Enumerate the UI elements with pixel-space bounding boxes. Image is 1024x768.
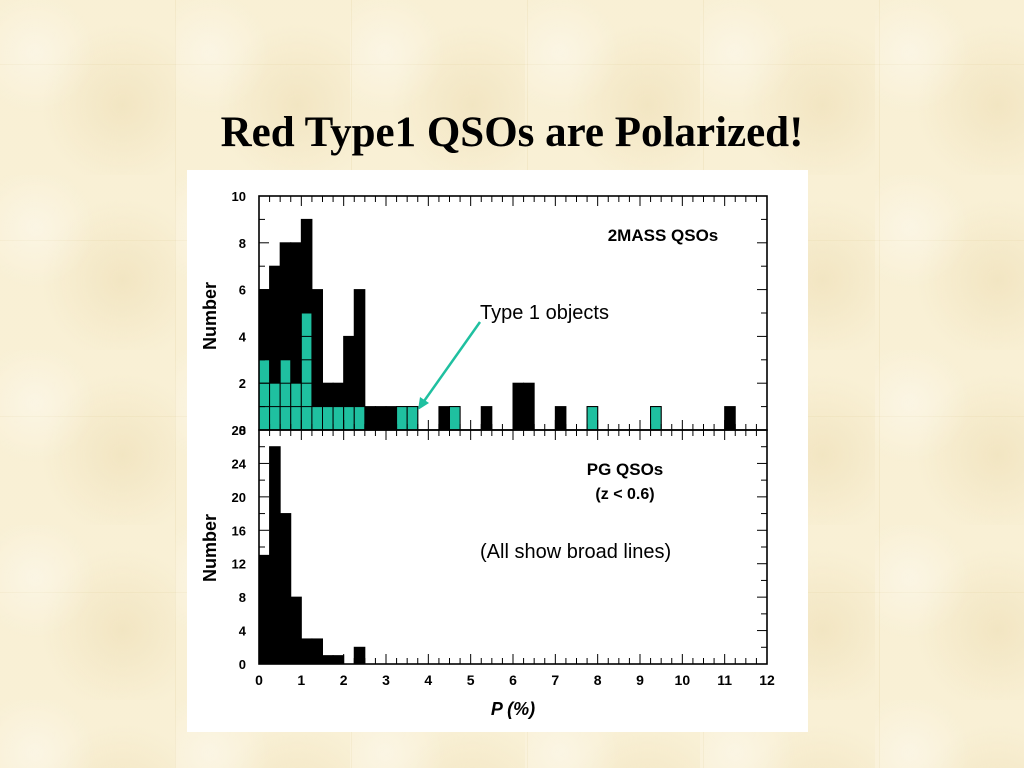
x-tick-label: 10: [675, 672, 691, 688]
histogram-bar-bottom-s0-3: [290, 596, 302, 665]
histogram-bar-bottom-s0-2: [279, 513, 292, 665]
x-tick-label: 11: [717, 672, 732, 688]
histogram-bar-top-s1-0: [258, 359, 271, 431]
x-tick-label: 8: [594, 672, 602, 688]
slide-title: Red Type1 QSOs are Polarized!: [220, 109, 804, 156]
x-tick-label: 12: [759, 672, 775, 688]
annotation-arrow-head: [418, 397, 429, 410]
y-tick-label: 10: [232, 189, 246, 204]
histogram-bar-bottom-s0-7: [332, 655, 345, 665]
x-tick-label: 7: [551, 672, 559, 688]
y-tick-label: 20: [232, 490, 246, 505]
y-tick-label: 0: [239, 657, 246, 672]
y-tick-label: 2: [239, 376, 246, 391]
y-tick-label: 6: [239, 283, 246, 298]
x-tick-label: 9: [636, 672, 644, 688]
histogram-bar-top-s0-10: [364, 406, 376, 431]
histogram-bar-top-s1-9: [353, 406, 366, 431]
histogram-bar-top-s1-11: [406, 406, 419, 431]
histogram-bar-top-s1-6: [322, 406, 334, 431]
histogram-bar-bottom-s0-6: [322, 655, 334, 665]
top-histogram: 0 2 4 6 8 10: [232, 189, 768, 438]
y-tick-label: 28: [232, 423, 246, 438]
bottom-annotation: (All show broad lines): [480, 541, 671, 563]
x-tick-label: 6: [509, 672, 517, 688]
top-chart-title: 2MASS QSOs: [608, 226, 719, 245]
bottom-chart-subtitle: (z < 0.6): [595, 486, 654, 503]
histogram-bar-top-s1-2: [279, 359, 292, 431]
histogram-bar-top-s0-15: [438, 406, 451, 431]
histogram-bar-bottom-s0-9: [353, 646, 366, 665]
histogram-bar-top-s0-23: [724, 406, 736, 431]
bottom-y-axis-label: Number: [200, 514, 220, 582]
histogram-bar-top-s0-11: [374, 406, 387, 431]
histogram-bar-top-s1-8: [343, 406, 355, 431]
histogram-bar-bottom-s0-1: [269, 446, 281, 665]
top-y-axis-label: Number: [200, 282, 220, 350]
y-tick-label: 12: [232, 557, 246, 572]
histogram-bar-top-s1-14: [650, 406, 662, 431]
histogram-bar-top-s0-18: [512, 382, 525, 431]
histogram-bar-top-s1-10: [396, 406, 408, 431]
x-tick-label: 3: [382, 672, 390, 688]
y-tick-label: 8: [239, 236, 246, 251]
histogram-bar-top-s1-12: [449, 406, 461, 431]
histogram-bar-top-s1-13: [586, 406, 599, 431]
histogram-bar-top-s0-19: [523, 382, 535, 431]
figure-panel: 0 2 4 6 8 10 0 1 2 3 4 5 6 7 8 9 10 11 12 0 4 8 12 16 20 24 28 2M…: [187, 170, 808, 732]
histogram-bar-top-s0-20: [554, 406, 567, 431]
x-tick-label: 2: [340, 672, 348, 688]
chart-text: 2MASS QSOs PG QSOs (z < 0.6) Type 1 obje…: [200, 226, 718, 719]
histogram-bar-top-s1-4: [300, 312, 313, 431]
y-tick-label: 4: [239, 624, 247, 639]
histogram-bar-top-s0-12: [385, 406, 398, 431]
annotation-arrow-line: [420, 321, 482, 405]
y-tick-label: 16: [232, 523, 246, 538]
type1-annotation: Type 1 objects: [480, 302, 609, 324]
histogram-bar-top-s1-7: [332, 406, 345, 431]
histogram-bar-bottom-s0-5: [311, 638, 323, 665]
bottom-chart-title: PG QSOs: [587, 460, 664, 479]
x-tick-label: 5: [467, 672, 475, 688]
histogram-bar-top-s0-17: [480, 406, 493, 431]
x-tick-label: 0: [255, 672, 263, 688]
y-tick-label: 8: [239, 590, 246, 605]
y-tick-label: 4: [239, 329, 247, 344]
y-tick-label: 0: [239, 423, 246, 438]
y-tick-label: 24: [232, 456, 247, 471]
x-tick-label: 1: [297, 672, 305, 688]
histogram-bar-top-s1-5: [311, 406, 323, 431]
x-axis-label: P (%): [491, 699, 535, 719]
x-tick-label: 4: [424, 672, 432, 688]
histogram-bar-bottom-s0-4: [300, 638, 313, 665]
